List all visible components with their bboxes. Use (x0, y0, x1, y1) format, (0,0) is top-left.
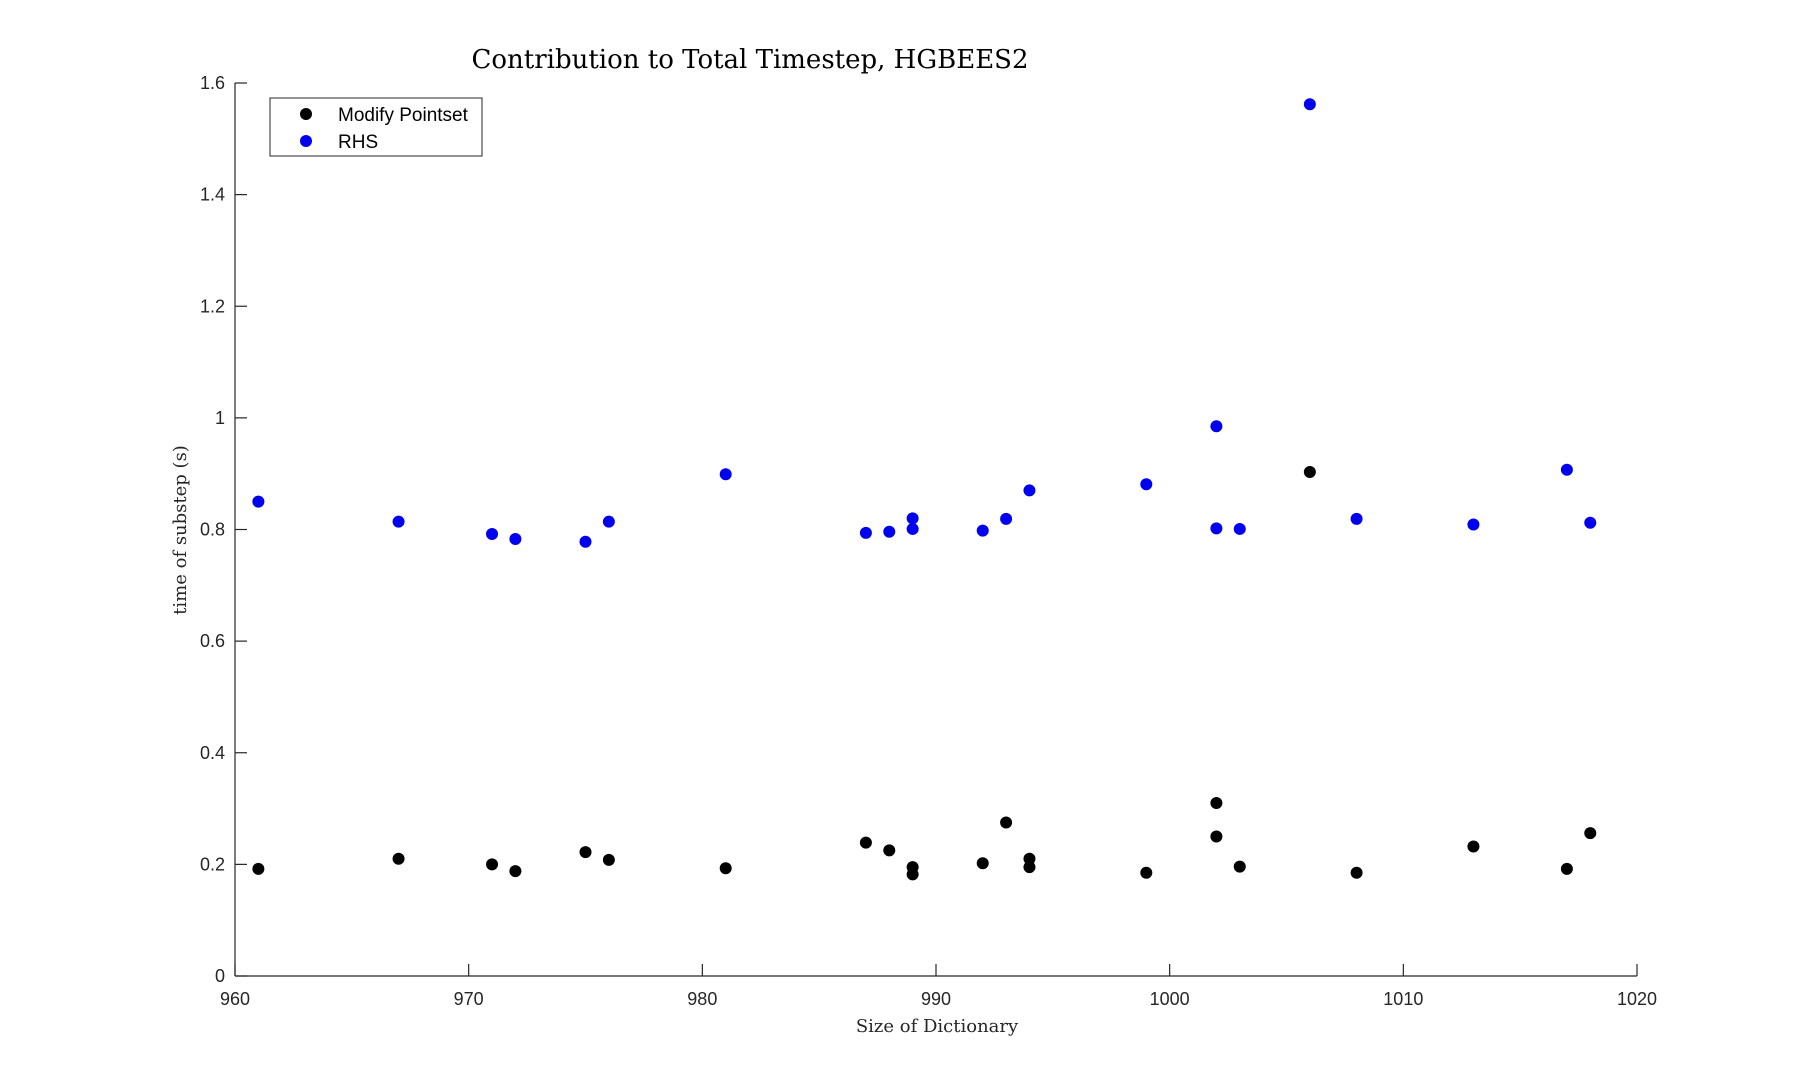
point-rhs (859, 526, 872, 539)
point-modify-pointset (976, 857, 989, 870)
point-modify-pointset (883, 844, 896, 857)
point-rhs (906, 522, 919, 535)
point-rhs (883, 525, 896, 538)
x-axis-label: Size of Dictionary (856, 1016, 1019, 1037)
point-modify-pointset (1584, 827, 1597, 840)
point-modify-pointset (1023, 861, 1036, 874)
y-tick-label: 0 (215, 966, 225, 986)
point-modify-pointset (1140, 866, 1153, 879)
point-rhs (602, 515, 615, 528)
x-tick-label: 980 (687, 989, 717, 1009)
point-modify-pointset (1303, 466, 1316, 479)
y-ticks: 0 0.2 0.4 0.6 0.8 1 1.2 1.4 1.6 (200, 73, 247, 986)
legend-label-modify-pointset: Modify Pointset (338, 105, 469, 126)
point-modify-pointset (1000, 816, 1013, 829)
point-modify-pointset (579, 846, 592, 859)
point-modify-pointset (1023, 852, 1036, 865)
x-tick-label: 990 (921, 989, 951, 1009)
chart-title: Contribution to Total Timestep, HGBEES2 (471, 45, 1028, 75)
y-tick-label: 1 (215, 408, 225, 428)
legend: Modify Pointset RHS (269, 97, 483, 157)
point-modify-pointset (509, 865, 522, 878)
point-rhs (719, 468, 732, 481)
point-modify-pointset (719, 862, 732, 875)
x-tick-label: 1020 (1617, 989, 1657, 1009)
y-tick-label: 1.6 (200, 73, 225, 93)
x-tick-label: 960 (220, 989, 250, 1009)
point-rhs (252, 495, 265, 508)
legend-marker-rhs (300, 135, 312, 147)
point-modify-pointset (859, 836, 872, 849)
point-rhs (1210, 420, 1223, 433)
point-modify-pointset (1350, 866, 1363, 879)
x-tick-label: 1000 (1150, 989, 1190, 1009)
legend-marker-modify-pointset (300, 108, 312, 120)
point-modify-pointset (252, 862, 265, 875)
y-axis-label: time of substep (s) (170, 445, 191, 615)
data-points (252, 98, 1597, 881)
point-rhs (1303, 98, 1316, 111)
x-tick-label: 970 (454, 989, 484, 1009)
point-rhs (509, 532, 522, 545)
axes: 960 970 980 990 1000 1010 1020 0 0.2 0.4 0.6 0.8 1 1… (200, 73, 1657, 1009)
y-tick-label: 0.4 (200, 743, 225, 763)
point-rhs (1467, 518, 1480, 531)
point-rhs (1584, 516, 1597, 529)
legend-label-rhs: RHS (338, 132, 378, 153)
point-rhs (976, 524, 989, 537)
point-modify-pointset (1560, 862, 1573, 875)
x-ticks: 960 970 980 990 1000 1010 1020 (220, 964, 1657, 1009)
point-modify-pointset (1210, 830, 1223, 843)
y-tick-label: 0.6 (200, 631, 225, 651)
point-rhs (1560, 463, 1573, 476)
point-modify-pointset (392, 852, 405, 865)
y-tick-label: 1.4 (200, 185, 225, 205)
point-rhs (1023, 484, 1036, 497)
y-tick-label: 0.8 (200, 520, 225, 540)
point-rhs (1350, 512, 1363, 525)
point-rhs (1000, 512, 1013, 525)
point-modify-pointset (602, 853, 615, 866)
point-rhs (486, 527, 499, 540)
point-modify-pointset (486, 858, 499, 871)
point-modify-pointset (1233, 860, 1246, 873)
y-tick-label: 0.2 (200, 854, 225, 874)
legend-box (269, 97, 483, 157)
point-rhs (1140, 478, 1153, 491)
point-modify-pointset (1467, 840, 1480, 853)
point-rhs (392, 515, 405, 528)
point-rhs (1233, 522, 1246, 535)
point-rhs (1210, 522, 1223, 535)
point-rhs (579, 535, 592, 548)
point-rhs (906, 512, 919, 525)
point-modify-pointset (906, 868, 919, 881)
y-tick-label: 1.2 (200, 296, 225, 316)
x-tick-label: 1010 (1383, 989, 1423, 1009)
point-modify-pointset (1210, 796, 1223, 809)
